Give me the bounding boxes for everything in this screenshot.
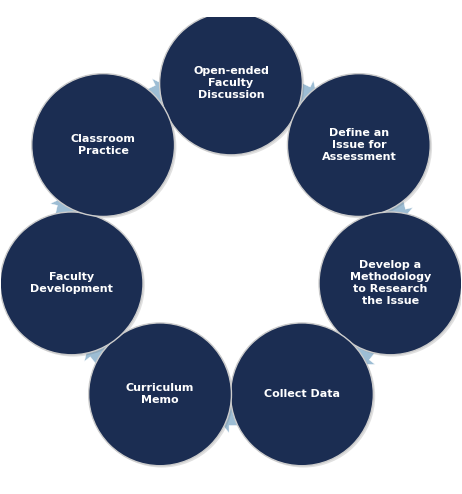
Polygon shape [369,195,413,230]
Circle shape [319,212,462,355]
Circle shape [231,323,373,466]
Polygon shape [340,330,378,365]
Text: Faculty
Development: Faculty Development [30,272,113,294]
Circle shape [232,325,375,467]
Polygon shape [50,192,94,226]
Polygon shape [142,79,178,119]
Circle shape [0,212,143,355]
Circle shape [159,12,303,155]
Circle shape [91,325,233,467]
Polygon shape [284,81,320,121]
Circle shape [34,76,176,218]
Text: Develop a
Methodology
to Research
the Issue: Develop a Methodology to Research the Is… [350,260,431,306]
Text: Collect Data: Collect Data [264,389,340,399]
Circle shape [161,14,304,157]
Circle shape [89,323,231,466]
Text: Curriculum
Memo: Curriculum Memo [126,383,194,405]
Polygon shape [85,333,123,368]
Circle shape [289,76,432,218]
Circle shape [321,214,462,357]
Polygon shape [212,388,243,433]
Text: Classroom
Practice: Classroom Practice [71,134,135,156]
Circle shape [287,74,430,216]
Circle shape [32,74,175,216]
Circle shape [2,214,145,357]
Text: Define an
Issue for
Assessment: Define an Issue for Assessment [322,128,396,162]
Text: Open-ended
Faculty
Discussion: Open-ended Faculty Discussion [193,67,269,100]
